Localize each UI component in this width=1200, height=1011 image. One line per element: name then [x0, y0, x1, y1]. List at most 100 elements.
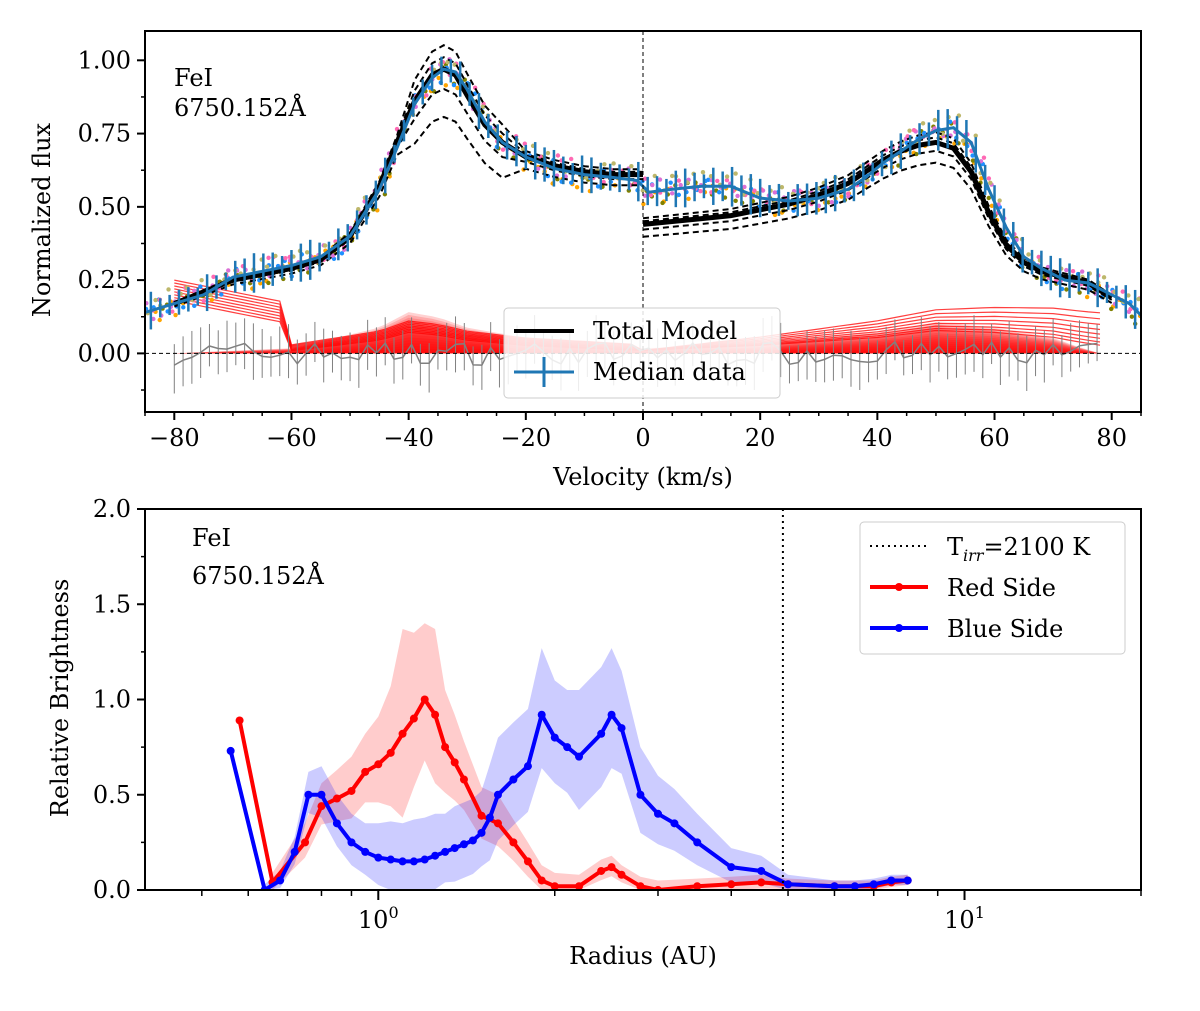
epoch-dot-4 — [522, 141, 527, 146]
red-side-point — [441, 743, 450, 752]
blue-side-point — [226, 746, 235, 755]
epoch-dot-5 — [208, 292, 213, 298]
blue-side-point — [727, 863, 736, 872]
epoch-dot-2 — [219, 292, 224, 297]
epoch-dot-0 — [574, 185, 580, 190]
blue-side-point — [550, 733, 559, 742]
epoch-dot-4 — [905, 134, 910, 139]
epoch-dot-4 — [201, 298, 206, 304]
epoch-dot-5 — [907, 128, 912, 133]
blue-side-point — [450, 844, 459, 853]
legend-marker-red-side — [895, 583, 903, 591]
epoch-dot-1 — [970, 158, 976, 163]
epoch-dot-5 — [1136, 296, 1141, 302]
x-tick-label: −40 — [383, 424, 434, 452]
blue-side-point — [850, 882, 859, 890]
epoch-dot-4 — [911, 128, 917, 133]
red-side-point — [523, 857, 532, 866]
epoch-dot-2 — [181, 305, 186, 310]
epoch-dot-4 — [845, 191, 851, 196]
epoch-dot-0 — [641, 201, 646, 207]
epoch-dot-0 — [140, 318, 144, 322]
epoch-dot-2 — [716, 190, 722, 195]
epoch-dot-5 — [356, 206, 361, 212]
epoch-dot-0 — [686, 196, 691, 201]
legend-label-total-model: Total Model — [593, 317, 737, 345]
epoch-dot-5 — [153, 297, 158, 303]
red-side-point — [332, 794, 341, 803]
red-side-point — [493, 819, 502, 828]
x-tick-label: 40 — [862, 424, 893, 452]
epoch-dot-5 — [997, 198, 1002, 203]
epoch-dot-1 — [1129, 314, 1135, 319]
blue-side-point — [347, 838, 356, 847]
epoch-dot-5 — [611, 161, 616, 166]
brightness-y-label: Relative Brightness — [46, 579, 74, 818]
x-tick-label: 0 — [635, 424, 650, 452]
epoch-dot-4 — [698, 188, 703, 194]
epoch-dot-1 — [266, 280, 271, 286]
epoch-dot-4 — [752, 188, 757, 193]
red-side-point — [727, 880, 736, 889]
blue-side-point — [537, 710, 546, 719]
epoch-dot-1 — [826, 200, 831, 205]
y-tick-label: 0.0 — [93, 876, 131, 904]
epoch-dot-5 — [273, 253, 278, 259]
y-tick-label: 1.0 — [93, 686, 131, 714]
epoch-dot-4 — [715, 178, 720, 184]
spectrum-annotation-species: FeI — [174, 64, 213, 92]
red-side-point — [509, 838, 518, 847]
blue-side-point — [636, 790, 645, 799]
y-tick-label: 0.5 — [93, 781, 131, 809]
epoch-dot-2 — [706, 177, 711, 182]
x-tick-label: 20 — [745, 424, 776, 452]
red-side-point — [693, 882, 702, 890]
epoch-dot-3 — [151, 316, 156, 322]
epoch-dot-0 — [1084, 294, 1090, 300]
red-side-point — [386, 748, 395, 757]
legend-marker-blue-side — [895, 624, 903, 632]
epoch-dot-2 — [676, 192, 682, 198]
spectrum-plot-area — [140, 44, 1141, 394]
epoch-dot-1 — [1064, 287, 1069, 292]
blue-side-point — [317, 790, 326, 799]
brightness-y-ticks: 0.0 0.5 1.0 1.5 2.0 — [93, 495, 145, 904]
epoch-dot-4 — [642, 176, 648, 181]
red-side-point — [597, 866, 606, 875]
blue-side-point — [617, 724, 626, 733]
blue-side-point — [398, 857, 407, 866]
brightness-panel: 0.0 0.5 1.0 1.5 2.0 100 101 FeI 6750.152Å Ra… — [46, 495, 1142, 970]
x-tick-label: −80 — [149, 424, 200, 452]
epoch-dot-0 — [443, 83, 449, 88]
epoch-dot-3 — [742, 184, 747, 190]
red-side-point — [235, 716, 244, 725]
blue-side-point — [887, 876, 896, 885]
epoch-dot-4 — [424, 93, 429, 98]
epoch-dot-3 — [642, 193, 648, 198]
epoch-dot-4 — [283, 256, 288, 261]
epoch-dot-0 — [209, 297, 215, 303]
red-side-uncertainty-band — [239, 623, 908, 890]
blue-side-uncertainty-band — [230, 648, 908, 890]
epoch-dot-3 — [1080, 269, 1085, 274]
blue-side-point — [597, 729, 606, 738]
epoch-dot-2 — [947, 119, 953, 125]
blue-side-point — [493, 790, 502, 799]
epoch-dot-3 — [304, 266, 310, 271]
epoch-dot-0 — [979, 176, 984, 181]
epoch-dot-4 — [568, 156, 574, 162]
spectrum-y-ticks: 0.00 0.25 0.50 0.75 1.00 — [78, 46, 145, 391]
epoch-dot-5 — [629, 163, 634, 169]
blue-side-point — [290, 847, 299, 856]
epoch-dot-2 — [595, 184, 601, 189]
blue-side-point — [431, 851, 440, 860]
epoch-dot-2 — [339, 251, 345, 256]
epoch-dot-5 — [304, 250, 310, 255]
epoch-dot-1 — [1109, 306, 1114, 312]
blue-side-point — [409, 857, 418, 866]
epoch-dot-4 — [170, 309, 175, 314]
blue-side-point — [276, 876, 285, 885]
red-side-point — [420, 695, 429, 704]
blue-side-point — [575, 752, 584, 761]
